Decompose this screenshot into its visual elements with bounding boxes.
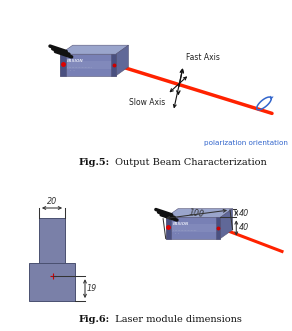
Bar [29, 263, 75, 301]
Text: polarization orientation: polarization orientation [204, 140, 288, 146]
Text: · ·: · · [70, 68, 75, 73]
Text: PASION: PASION [173, 222, 189, 226]
Bar [64, 61, 112, 69]
Text: 100: 100 [189, 209, 205, 219]
Text: Fig.6:: Fig.6: [79, 315, 110, 324]
Text: Fig.5:: Fig.5: [79, 158, 110, 167]
Text: Laser module dimensions: Laser module dimensions [112, 315, 242, 324]
Text: 40: 40 [239, 209, 250, 217]
Text: PASION: PASION [67, 59, 84, 64]
Bar [60, 54, 116, 76]
Bar [60, 54, 65, 76]
Bar [169, 224, 217, 232]
Polygon shape [116, 45, 128, 76]
Text: Fast Axis: Fast Axis [186, 53, 220, 62]
Polygon shape [166, 209, 233, 217]
Bar [166, 217, 171, 239]
Text: Output Beam Characterization: Output Beam Characterization [112, 158, 267, 167]
Text: 20: 20 [47, 197, 57, 206]
Bar [166, 217, 220, 239]
Bar [112, 54, 116, 76]
Text: 19: 19 [87, 284, 97, 293]
Bar [216, 217, 220, 239]
Polygon shape [60, 45, 128, 54]
Text: 40: 40 [239, 223, 250, 232]
Bar [39, 218, 65, 265]
Text: · ·: · · [175, 231, 180, 236]
Polygon shape [220, 209, 233, 239]
Text: Slow Axis: Slow Axis [129, 98, 165, 107]
